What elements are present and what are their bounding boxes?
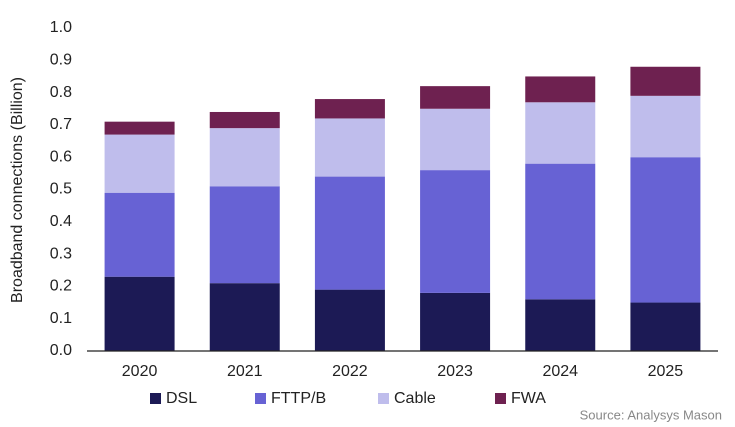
bar-segment xyxy=(420,170,491,293)
bar-segment xyxy=(420,108,491,171)
bar-segment xyxy=(525,102,596,164)
bar-segment xyxy=(104,276,175,351)
bar-segment xyxy=(209,186,280,284)
bar-segment xyxy=(630,66,701,96)
bar-segment xyxy=(630,157,701,303)
source: Source: Analysys Mason xyxy=(580,407,722,422)
bar-segment xyxy=(314,99,385,119)
legend-label: DSL xyxy=(166,390,197,407)
bar-segment xyxy=(630,302,701,351)
legend-swatch xyxy=(255,393,266,404)
legend-swatch xyxy=(150,393,161,404)
x-tick-label: 2020 xyxy=(122,363,158,380)
legend-label: FTTP/B xyxy=(271,390,326,407)
y-tick-label: 0.2 xyxy=(50,278,72,295)
y-tick-label: 0.1 xyxy=(50,310,72,327)
bar-segment xyxy=(104,134,175,193)
x-tick-label: 2022 xyxy=(332,363,368,380)
y-tick-label: 0.7 xyxy=(50,116,72,133)
y-tick-label: 0.6 xyxy=(50,148,72,165)
x-tick-label: 2025 xyxy=(648,363,684,380)
bar-segment xyxy=(420,86,491,109)
y-tick-label: 0.5 xyxy=(50,181,72,198)
x-tick-label: 2021 xyxy=(227,363,263,380)
legend-swatch xyxy=(378,393,389,404)
y-axis-label: Broadband connections (Billion) xyxy=(9,77,26,303)
y-tick-label: 1.0 xyxy=(50,19,72,36)
bar-segment xyxy=(314,289,385,351)
legend-label: Cable xyxy=(394,390,436,407)
bar-segment xyxy=(525,163,596,300)
y-tick-label: 0.4 xyxy=(50,213,72,230)
legend-swatch xyxy=(495,393,506,404)
bar-segment xyxy=(314,176,385,290)
bar-segment xyxy=(209,128,280,187)
legend-label: FWA xyxy=(511,390,546,407)
x-tick-label: 2023 xyxy=(437,363,473,380)
bar-segment xyxy=(420,292,491,351)
bar-segment xyxy=(630,95,701,158)
bar-segment xyxy=(209,111,280,129)
y-tick-label: 0.8 xyxy=(50,84,72,101)
y-tick-label: 0.0 xyxy=(50,342,72,359)
bar-segment xyxy=(525,76,596,103)
bar-segment xyxy=(525,299,596,351)
bar-segment xyxy=(314,118,385,177)
bar-segment xyxy=(209,283,280,351)
y-tick-label: 0.3 xyxy=(50,245,72,262)
bar-segment xyxy=(104,192,175,277)
y-tick-label: 0.9 xyxy=(50,52,72,69)
bar-segment xyxy=(104,121,175,135)
x-tick-label: 2024 xyxy=(542,363,578,380)
